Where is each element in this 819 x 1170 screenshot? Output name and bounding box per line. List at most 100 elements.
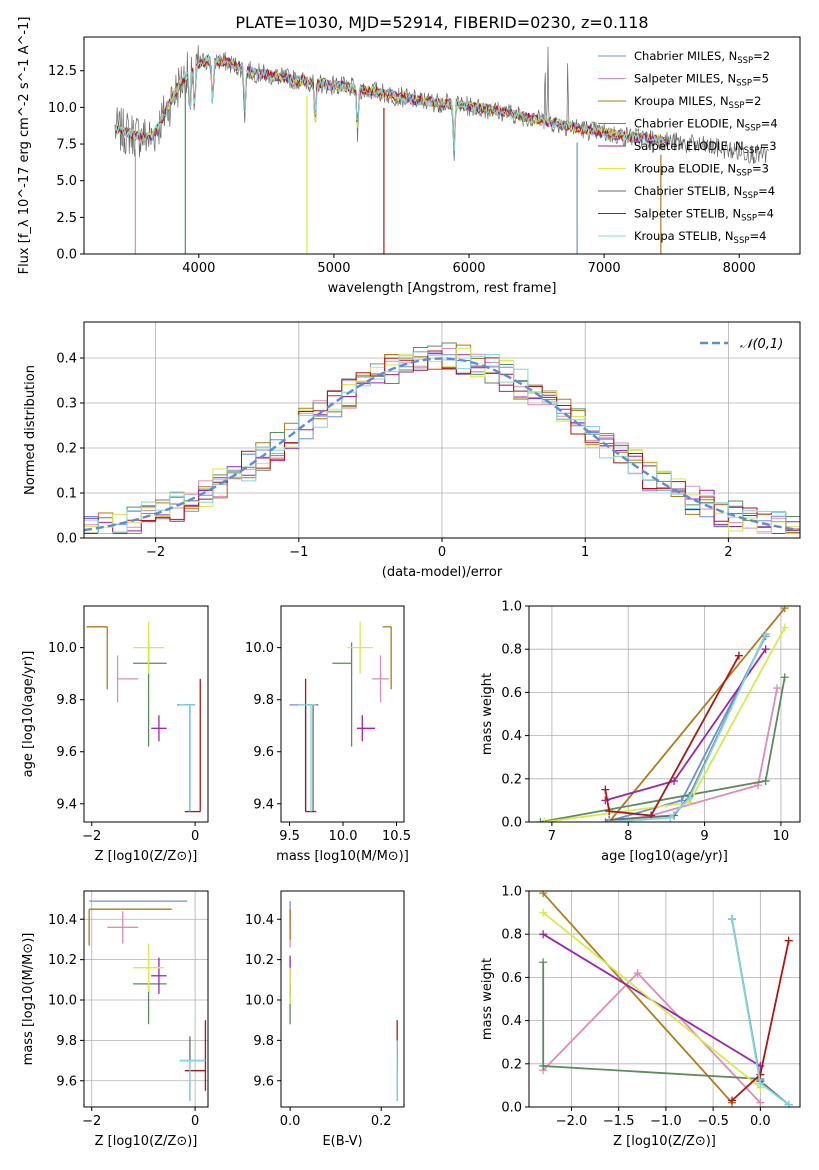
axes-frame bbox=[83, 605, 209, 823]
legend-label: Kroupa ELODIE, NSSP=3 bbox=[634, 162, 769, 179]
panel-residuals: −2 −1 0 1 2 0.0 0.1 0.2 0.3 0.4 (data-model)/error… bbox=[23, 321, 801, 580]
y-tick-label: 10.4 bbox=[48, 913, 77, 928]
x-axis-label: E(B-V) bbox=[322, 1134, 362, 1149]
axes-frame bbox=[83, 890, 209, 1108]
errorbar-point bbox=[307, 704, 319, 812]
y-tick-label: 0.6 bbox=[501, 971, 522, 986]
weight-line bbox=[609, 633, 767, 822]
legend-label: Salpeter STELIB, NSSP=4 bbox=[634, 207, 774, 224]
y-tick-label: 9.6 bbox=[56, 745, 77, 760]
errorbar-point bbox=[179, 1036, 206, 1101]
weight-marker bbox=[761, 630, 770, 639]
weight-marker bbox=[728, 1096, 737, 1105]
figure-panels: 4000 5000 6000 7000 80000.02.55.07.510.012.5… bbox=[17, 17, 801, 1149]
y-tick-label: 0.2 bbox=[501, 772, 522, 787]
x-tick-label: −1 bbox=[289, 545, 308, 560]
errorbar-point bbox=[177, 704, 196, 812]
weight-marker bbox=[756, 1070, 765, 1079]
panel-weight_vs_Z: −2.0 −1.5 −1.0 −0.5 0.0 0.0 0.2 0.4 0.6 0.8 1.0 Z [… bbox=[480, 885, 801, 1149]
x-tick-label: −1.5 bbox=[603, 1114, 635, 1129]
x-tick-label: 6000 bbox=[452, 261, 485, 276]
weight-marker bbox=[536, 818, 545, 822]
x-tick-label: 10 bbox=[773, 829, 790, 844]
y-tick-label: 0.2 bbox=[501, 1057, 522, 1072]
y-tick-label: 10.0 bbox=[48, 641, 77, 656]
x-tick-label: 7000 bbox=[588, 261, 621, 276]
legend-label: Kroupa MILES, NSSP=2 bbox=[634, 94, 761, 111]
legend-value: =2 bbox=[744, 94, 761, 108]
x-axis-label: Z [log10(Z/Z⊙)] bbox=[95, 1134, 198, 1149]
panel-spectrum: 4000 5000 6000 7000 8000 0.0 2.5 5.0 7.5 10.0 12.5… bbox=[17, 17, 801, 296]
weight-line bbox=[540, 677, 786, 822]
weight-marker bbox=[780, 606, 789, 613]
weight-marker bbox=[601, 785, 610, 794]
errorbar-point bbox=[289, 704, 311, 812]
y-axis-label: mass [log10(M/M⊙)] bbox=[21, 933, 36, 1066]
weight-marker bbox=[685, 794, 694, 803]
legend-label: Chabrier MILES, NSSP=2 bbox=[634, 49, 770, 66]
legend-subscript: SSP bbox=[734, 236, 750, 246]
y-tick-label: 12.5 bbox=[48, 64, 77, 79]
weight-marker bbox=[605, 807, 614, 816]
weight-line bbox=[608, 607, 786, 822]
weight-marker bbox=[756, 1098, 765, 1107]
weight-marker bbox=[539, 908, 548, 917]
weight-marker bbox=[756, 1079, 765, 1088]
y-tick-label: 0.8 bbox=[501, 643, 522, 658]
x-tick-label: 2 bbox=[724, 545, 732, 560]
y-tick-label: 9.8 bbox=[253, 693, 274, 708]
y-tick-label: 0.4 bbox=[501, 1014, 522, 1029]
spectrum-model-line bbox=[114, 54, 666, 151]
y-tick-label: 0.0 bbox=[501, 1101, 522, 1116]
errorbar-point bbox=[88, 908, 172, 946]
plot-area bbox=[289, 901, 398, 1101]
x-axis-label: Z [log10(Z/Z⊙)] bbox=[95, 849, 198, 864]
legend-label: Salpeter ELODIE, NSSP=3 bbox=[634, 139, 777, 156]
plot-area bbox=[536, 606, 789, 822]
x-tick-label: −1.0 bbox=[650, 1114, 682, 1129]
y-tick-label: 0.4 bbox=[56, 352, 77, 367]
x-tick-label: 0 bbox=[438, 545, 446, 560]
legend-label: Chabrier ELODIE, NSSP=4 bbox=[634, 117, 778, 134]
errorbar-point bbox=[184, 678, 201, 813]
errorbar-point bbox=[179, 1059, 206, 1101]
y-axis-label: mass weight bbox=[480, 673, 495, 755]
weight-marker bbox=[539, 1061, 548, 1070]
weight-marker bbox=[784, 936, 793, 945]
x-tick-label: −2 bbox=[146, 545, 165, 560]
x-tick-label: 0 bbox=[191, 1114, 199, 1129]
panel-age_vs_Z: −2 0 9.4 9.6 9.8 10.0 Z [log10(Z/Z⊙)] age [log1… bbox=[21, 605, 209, 864]
weight-line bbox=[542, 911, 761, 1089]
spectrum-model-line bbox=[114, 56, 666, 151]
y-tick-label: 9.8 bbox=[253, 1034, 274, 1049]
weight-line bbox=[542, 971, 761, 1104]
y-axis-label: mass weight bbox=[480, 958, 495, 1040]
errorbar-point bbox=[356, 715, 376, 742]
y-tick-label: 0.0 bbox=[56, 532, 77, 547]
x-axis-label: wavelength [Angstrom, rest frame] bbox=[328, 281, 557, 296]
y-tick-label: 0.0 bbox=[501, 816, 522, 831]
x-tick-label: 5000 bbox=[317, 261, 350, 276]
y-tick-label: 0.3 bbox=[56, 397, 77, 412]
axes-frame bbox=[83, 36, 801, 255]
errorbar-point bbox=[382, 626, 392, 690]
legend-value: =3 bbox=[760, 139, 777, 153]
plot-area bbox=[539, 891, 793, 1107]
errorbar-point bbox=[179, 704, 196, 812]
axes-frame bbox=[280, 605, 405, 823]
y-tick-label: 10.0 bbox=[48, 101, 77, 116]
errorbar-point bbox=[151, 715, 167, 742]
errorbar-point bbox=[298, 704, 317, 812]
x-tick-label: −0.5 bbox=[697, 1114, 729, 1129]
y-axis-label: Normed distribution bbox=[23, 365, 38, 495]
weight-line bbox=[542, 892, 733, 1104]
x-tick-label: 10.0 bbox=[329, 829, 358, 844]
x-tick-label: −2 bbox=[82, 829, 101, 844]
legend-label: Kroupa STELIB, NSSP=4 bbox=[634, 229, 766, 246]
errorbar-point bbox=[133, 943, 165, 992]
axes-frame bbox=[528, 890, 801, 1108]
legend-value: =4 bbox=[757, 207, 774, 221]
x-tick-label: 0.0 bbox=[280, 1114, 301, 1129]
x-axis-label: Z [log10(Z/Z⊙)] bbox=[613, 1134, 716, 1149]
